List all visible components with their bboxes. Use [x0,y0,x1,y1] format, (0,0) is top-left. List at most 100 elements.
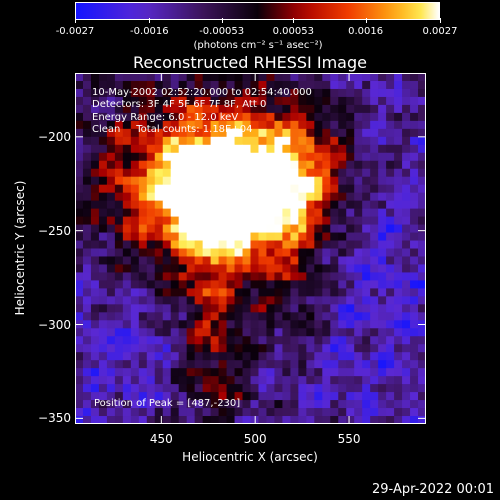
heatmap-cell [282,232,291,242]
colorbar-tick [75,18,76,23]
heatmap-cell [314,344,323,353]
heatmap-cell [75,200,84,210]
heatmap-cell [338,280,347,289]
heatmap-cell [98,280,108,289]
heatmap-cell [306,272,315,281]
heatmap-cell [106,272,116,281]
heatmap-cell [418,80,426,90]
heatmap-cell [162,88,172,98]
heatmap-cell [322,168,331,178]
heatmap-cell [146,80,156,90]
heatmap-cell [250,384,259,393]
heatmap-cell [122,152,132,162]
heatmap-cell [210,152,220,162]
heatmap-cell [370,96,379,106]
heatmap-cell [194,120,204,130]
heatmap-cell [338,104,347,114]
heatmap-cell [146,272,156,281]
heatmap-cell [194,408,204,417]
heatmap-cell [338,80,347,90]
heatmap-cell [298,256,307,265]
heatmap-cell [402,216,411,226]
heatmap-cell [146,376,156,385]
heatmap-cell [258,296,267,305]
heatmap-cell [146,120,156,130]
heatmap-cell [282,344,291,353]
heatmap-cell [418,240,426,249]
heatmap-cell [186,176,196,186]
heatmap-cell [106,144,116,154]
heatmap-cell [322,320,331,329]
info-detectors: Detectors: 3F 4F 5F 6F 7F 8F, Att 0 [92,99,267,110]
heatmap-cell [154,408,164,417]
heatmap-cell [82,288,92,297]
heatmap-cell [330,384,339,393]
heatmap-cell [258,128,267,138]
heatmap-cell [130,312,140,321]
heatmap-cell [130,112,140,122]
heatmap-cell [75,112,84,122]
heatmap-cell [266,344,275,353]
heatmap-cell [146,104,156,114]
heatmap-cell [170,240,180,249]
heatmap-cell [378,96,387,106]
heatmap-cell [266,200,275,210]
heatmap-cell [354,344,363,353]
heatmap-cell [138,184,148,194]
heatmap-cell [162,400,172,409]
heatmap-cell [314,360,323,369]
heatmap-cell [266,232,275,242]
heatmap-cell [146,392,156,401]
heatmap-cell [402,240,411,249]
heatmap-cell [178,104,188,114]
heatmap-cell [178,368,188,377]
heatmap-cell [202,160,212,170]
x-axis-label: Heliocentric X (arcsec) [182,450,318,464]
heatmap-cell [210,224,220,234]
heatmap-cell [210,296,220,305]
heatmap-cell [75,224,84,234]
heatmap-cell [258,152,267,162]
heatmap-cell [122,312,132,321]
heatmap-cell [298,304,307,313]
heatmap-cell [418,104,426,114]
heatmap-cell [218,408,228,417]
heatmap-cell [90,168,100,178]
heatmap-cell [114,384,124,393]
heatmap-cell [298,73,307,82]
heatmap-cell [138,160,148,170]
heatmap-cell [362,368,371,377]
heatmap-cell [266,120,275,130]
heatmap-cell [314,384,323,393]
heatmap-cell [274,224,283,234]
heatmap-cell [218,96,228,106]
heatmap-cell [290,216,299,226]
heatmap-cell [194,256,204,265]
heatmap-cell [98,192,108,202]
heatmap-cell [338,216,347,226]
heatmap-cell [122,288,132,297]
heatmap-cell [386,192,395,202]
heatmap-cell [178,200,188,210]
heatmap-cell [114,328,124,337]
heatmap-cell [410,304,419,313]
heatmap-cell [394,264,403,273]
heatmap-cell [250,152,259,162]
heatmap-cell [202,200,212,210]
heatmap-cell [146,200,156,210]
heatmap-cell [90,160,100,170]
heatmap-cell [226,328,236,337]
heatmap-cell [274,176,283,186]
heatmap-cell [178,288,188,297]
heatmap-cell [258,360,267,369]
heatmap-cell [242,248,251,257]
heatmap-cell [394,136,403,146]
heatmap-cell [274,80,283,90]
heatmap-cell [202,104,212,114]
heatmap-cell [218,304,228,313]
heatmap-cell [170,256,180,265]
heatmap-cell [226,408,236,417]
heatmap-cell [282,168,291,178]
heatmap-cell [266,240,275,249]
heatmap-cell [146,216,156,226]
